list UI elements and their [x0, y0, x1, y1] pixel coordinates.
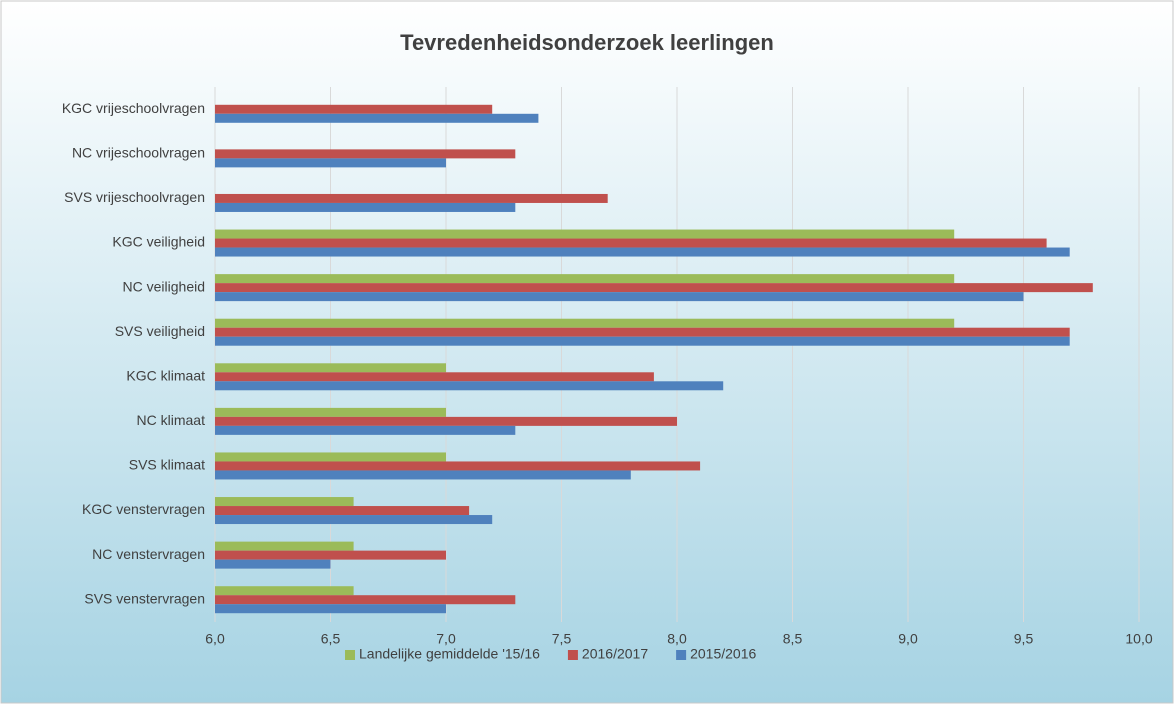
y-tick-label: NC klimaat	[137, 412, 206, 428]
x-tick-label: 9,0	[898, 631, 918, 647]
x-tick-label: 8,5	[783, 631, 803, 647]
y-tick-label: NC veiligheid	[123, 278, 205, 294]
bar	[215, 158, 446, 168]
bar	[215, 149, 516, 159]
bar	[215, 104, 493, 114]
bar	[215, 541, 354, 551]
bar	[215, 318, 955, 328]
y-tick-label: NC vrijeschoolvragen	[72, 145, 205, 161]
bar	[215, 416, 677, 426]
y-tick-label: KGC klimaat	[126, 367, 205, 383]
bar	[215, 113, 539, 123]
bar	[215, 292, 1024, 302]
x-tick-label: 8,0	[667, 631, 687, 647]
y-tick-label: SVS klimaat	[129, 457, 205, 473]
x-tick-label: 6,0	[205, 631, 225, 647]
legend-label: 2015/2016	[690, 646, 756, 662]
bar	[215, 202, 516, 212]
bar	[215, 515, 493, 525]
legend-label: Landelijke gemiddelde '15/16	[359, 646, 540, 662]
bar	[215, 283, 1093, 293]
legend-label: 2016/2017	[582, 646, 648, 662]
bar	[215, 336, 1070, 346]
y-tick-label: SVS veiligheid	[115, 323, 205, 339]
legend-swatch	[567, 650, 578, 660]
bar	[215, 238, 1047, 248]
legend-swatch	[676, 650, 687, 660]
bar	[215, 452, 446, 462]
bar	[215, 550, 446, 560]
y-tick-label: KGC venstervragen	[82, 501, 205, 517]
bar	[215, 595, 516, 605]
bar	[215, 407, 446, 417]
x-tick-label: 10,0	[1125, 631, 1152, 647]
bar	[215, 229, 955, 239]
y-tick-label: KGC veiligheid	[112, 234, 205, 250]
y-tick-label: KGC vrijeschoolvragen	[62, 100, 205, 116]
bar	[215, 559, 331, 569]
bar	[215, 363, 446, 373]
bar	[215, 247, 1070, 257]
bar	[215, 586, 354, 596]
bar	[215, 461, 701, 471]
x-tick-label: 6,5	[321, 631, 341, 647]
x-tick-label: 9,5	[1014, 631, 1034, 647]
bar	[215, 193, 608, 203]
legend-swatch	[345, 650, 355, 660]
chart-title: Tevredenheidsonderzoek leerlingen	[400, 30, 774, 55]
bar	[215, 470, 631, 480]
x-tick-label: 7,5	[552, 631, 572, 647]
bar	[215, 372, 654, 382]
y-tick-label: NC venstervragen	[92, 546, 205, 562]
bar	[215, 327, 1070, 337]
bar	[215, 425, 516, 435]
bar	[215, 381, 724, 391]
bar	[215, 497, 354, 507]
x-tick-label: 7,0	[436, 631, 456, 647]
bar	[215, 604, 446, 614]
y-tick-label: SVS venstervragen	[84, 590, 205, 606]
bar	[215, 274, 955, 284]
bar	[215, 506, 470, 516]
y-tick-label: SVS vrijeschoolvragen	[64, 189, 205, 205]
